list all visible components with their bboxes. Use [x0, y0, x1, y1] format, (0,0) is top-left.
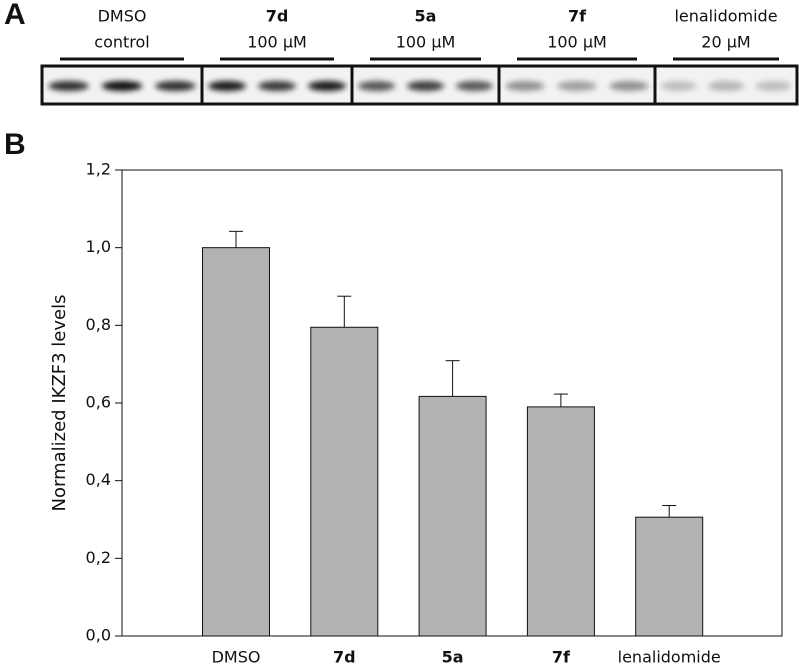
y-tick-label: 0,8: [86, 315, 111, 334]
lane-condition: 100 µM: [247, 33, 307, 52]
protein-band: [48, 81, 89, 91]
bar: [526, 406, 595, 637]
western-blot: [40, 64, 799, 106]
lane-name: lenalidomide: [674, 7, 777, 26]
y-tick-label: 1,0: [86, 237, 111, 256]
protein-band: [208, 81, 246, 91]
panel-label: A: [4, 0, 26, 31]
protein-band: [505, 81, 545, 91]
x-tick-label: 7d: [333, 648, 356, 667]
protein-band: [455, 81, 494, 91]
bar: [635, 516, 704, 637]
protein-band: [308, 81, 346, 91]
lane-condition: 20 µM: [701, 33, 750, 52]
bar: [310, 326, 379, 637]
y-tick-label: 0,6: [86, 393, 111, 412]
lane-condition: control: [94, 33, 149, 52]
x-tick-label: DMSO: [212, 648, 261, 667]
protein-band: [708, 81, 744, 91]
protein-band: [258, 81, 296, 91]
protein-band: [609, 81, 649, 91]
protein-band: [557, 81, 597, 91]
x-tick-label: lenalidomide: [618, 648, 721, 667]
lane-condition: 100 µM: [547, 33, 607, 52]
y-tick-label: 0,4: [86, 470, 111, 489]
protein-band: [357, 81, 396, 91]
y-tick-label: 0,0: [86, 626, 111, 645]
protein-band: [755, 81, 792, 91]
x-tick-label: 7f: [552, 648, 571, 667]
x-tick-label: 5a: [442, 648, 464, 667]
panel-label: B: [4, 128, 26, 161]
lane-name: 7d: [266, 7, 289, 26]
lane-name: DMSO: [98, 7, 147, 26]
protein-band: [660, 81, 697, 91]
y-tick-label: 0,2: [86, 548, 111, 567]
lane-condition: 100 µM: [396, 33, 456, 52]
protein-band: [406, 81, 445, 91]
protein-band: [101, 81, 143, 91]
protein-band: [155, 81, 196, 91]
y-axis-label: Normalized IKZF3 levels: [49, 295, 70, 512]
lane-name: 7f: [568, 7, 587, 26]
bar: [418, 395, 487, 637]
lane-name: 5a: [415, 7, 437, 26]
bar: [202, 247, 270, 637]
y-tick-label: 1,2: [86, 160, 111, 179]
